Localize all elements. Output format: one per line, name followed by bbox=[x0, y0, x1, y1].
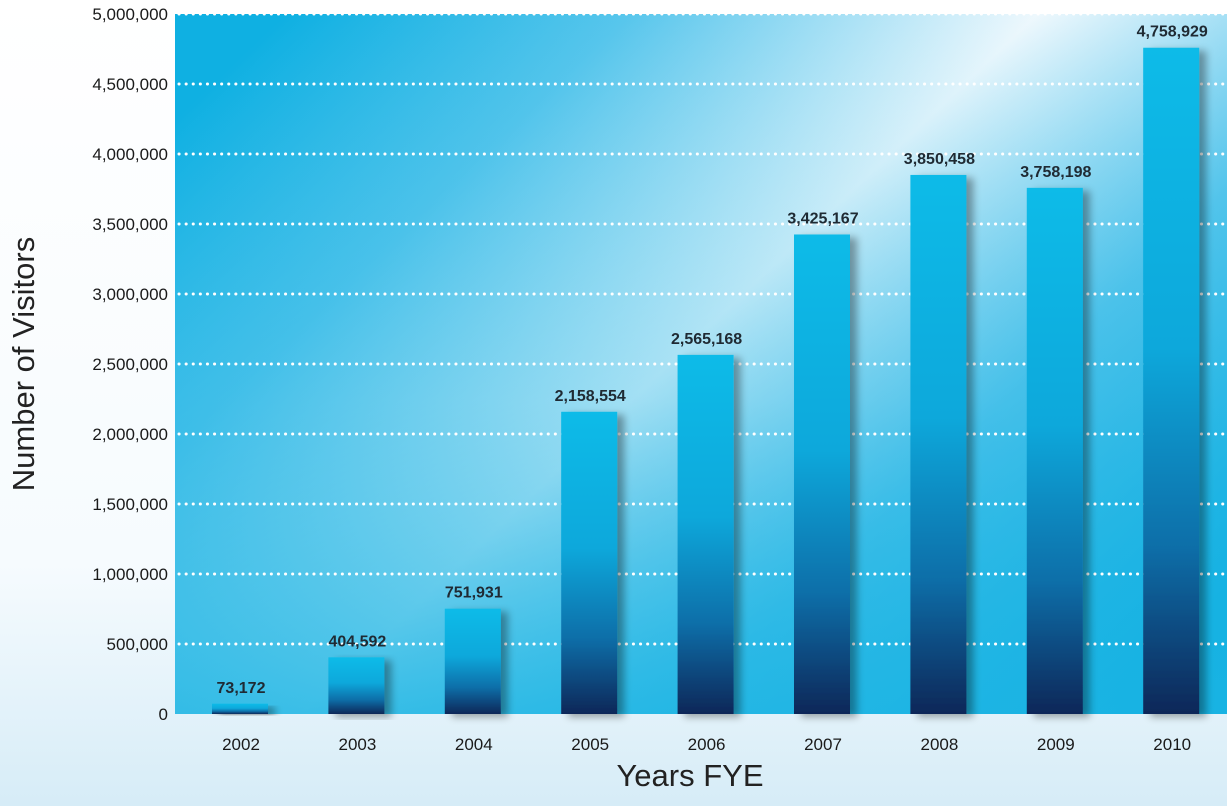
x-tick-label: 2005 bbox=[571, 735, 609, 754]
bar-2007 bbox=[794, 234, 850, 714]
x-tick-label: 2010 bbox=[1153, 735, 1191, 754]
y-tick-label: 3,500,000 bbox=[92, 215, 168, 234]
x-axis-title: Years FYE bbox=[616, 758, 763, 793]
data-label: 73,172 bbox=[217, 680, 266, 697]
bars bbox=[212, 47, 1200, 714]
y-tick-label: 3,000,000 bbox=[92, 285, 168, 304]
data-label: 3,758,198 bbox=[1020, 164, 1091, 181]
y-axis-ticks: 0 500,000 1,000,000 1,500,000 2,000,000 2,500… bbox=[92, 5, 168, 724]
y-tick-label: 4,500,000 bbox=[92, 75, 168, 94]
y-tick-label: 4,000,000 bbox=[92, 145, 168, 164]
x-tick-label: 2002 bbox=[222, 735, 260, 754]
data-labels: 73,172 404,592 751,931 2,158,554 2,565,168 3,… bbox=[217, 24, 1208, 697]
bar-2008 bbox=[910, 174, 967, 714]
data-label: 2,158,554 bbox=[555, 388, 626, 405]
x-tick-label: 2004 bbox=[455, 735, 493, 754]
x-tick-label: 2008 bbox=[920, 735, 958, 754]
data-label: 404,592 bbox=[328, 633, 386, 650]
x-tick-label: 2009 bbox=[1037, 735, 1075, 754]
y-tick-label: 2,500,000 bbox=[92, 355, 168, 374]
bar-2005 bbox=[561, 411, 618, 714]
data-label: 3,425,167 bbox=[787, 210, 858, 227]
bar-2010 bbox=[1143, 47, 1200, 714]
bar-2009 bbox=[1026, 187, 1083, 714]
data-label: 3,850,458 bbox=[904, 151, 975, 168]
y-tick-label: 5,000,000 bbox=[92, 5, 168, 24]
bar-2006 bbox=[677, 354, 734, 714]
y-tick-label: 0 bbox=[159, 705, 168, 724]
y-tick-label: 500,000 bbox=[107, 635, 168, 654]
bar-2002 bbox=[212, 703, 268, 714]
data-label: 2,565,168 bbox=[671, 331, 742, 348]
y-tick-label: 1,500,000 bbox=[92, 495, 168, 514]
x-axis-ticks: 2002 2003 2004 2005 2006 2007 2008 2009 2010 bbox=[222, 735, 1191, 754]
data-label: 751,931 bbox=[445, 585, 503, 602]
y-tick-label: 2,000,000 bbox=[92, 425, 168, 444]
x-tick-label: 2003 bbox=[338, 735, 376, 754]
bar-2004 bbox=[444, 608, 501, 714]
x-tick-label: 2006 bbox=[688, 735, 726, 754]
y-axis-title: Number of Visitors bbox=[6, 237, 41, 491]
bar-2003 bbox=[328, 657, 385, 714]
x-tick-label: 2007 bbox=[804, 735, 842, 754]
y-tick-label: 1,000,000 bbox=[92, 565, 168, 584]
data-label: 4,758,929 bbox=[1137, 24, 1208, 41]
